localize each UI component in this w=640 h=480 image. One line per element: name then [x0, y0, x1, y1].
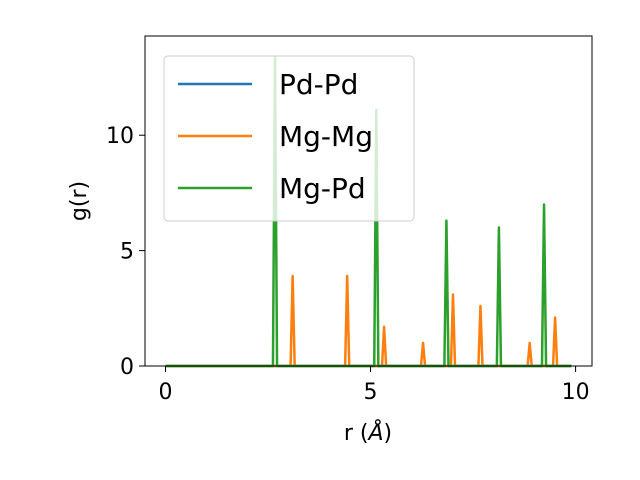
x-tick-label: 10 — [562, 380, 590, 405]
plot-frame — [144, 35, 593, 367]
ticks-layer: 0 5 10 0 5 10 — [106, 124, 590, 405]
x-axis-label: r (Å) — [344, 419, 392, 446]
legend-label-mg-mg: Mg-Mg — [279, 120, 373, 153]
legend-label-pd-pd: Pd-Pd — [279, 68, 358, 101]
y-tick-label: 0 — [120, 355, 134, 380]
x-tick-label: 0 — [159, 380, 173, 405]
x-tick-label: 5 — [364, 380, 378, 405]
legend-label-mg-pd: Mg-Pd — [279, 172, 366, 205]
series-line-mg-pd — [165, 55, 572, 368]
legend-frame — [163, 55, 415, 222]
y-tick-label: 10 — [106, 124, 134, 149]
y-tick-label: 5 — [120, 240, 134, 265]
y-axis-label: g(r) — [67, 181, 92, 221]
legend: Pd-Pd Mg-Mg Mg-Pd — [163, 55, 415, 222]
